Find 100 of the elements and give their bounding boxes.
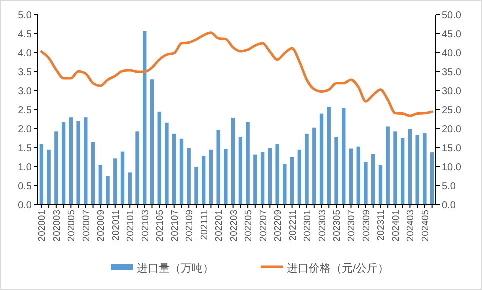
y-tick-label: 4.0 [18,48,32,60]
bar [143,31,147,205]
x-tick-label: 202405 [420,210,432,242]
x-tick-label: 202107 [170,210,181,242]
bar [128,172,132,205]
bar [231,118,236,205]
bar [150,80,154,205]
bar [290,157,294,205]
bar [238,136,243,205]
bar [430,152,434,205]
bar [114,158,118,205]
x-tick-label: 202101 [126,210,137,242]
bar [386,126,390,205]
y2-tick-label: 10.0 [442,162,462,174]
bar [260,152,265,205]
bar [224,149,228,205]
bar [54,132,58,205]
y-tick-label: 2.5 [18,106,32,116]
bar [209,150,214,205]
bar [136,132,140,205]
line-series [40,32,434,118]
y2-tick-label: 40.0 [442,48,462,60]
bar [378,165,383,205]
bar [84,118,88,205]
bar [194,167,198,205]
bar [69,118,74,205]
legend-label: 进口价格（元/公斤） [287,262,390,275]
y-tick-label: 3.0 [18,86,32,98]
x-tick-label: 202301 [302,210,314,242]
bar [276,144,280,205]
x-tick-label: 202307 [346,210,358,242]
x-tick-label: 202103 [140,210,152,242]
y2-tick-label: 15.0 [442,144,462,154]
y2-tick-label: 35.0 [442,68,462,78]
x-tick-label: 202007 [81,210,92,242]
bar [312,128,316,205]
x-tick-label: 202207 [258,210,270,242]
bar [334,137,338,205]
bar [158,112,162,205]
x-tick-label: 202401 [390,210,402,242]
bar [76,121,80,205]
bar [356,146,360,205]
bar [372,154,376,205]
x-tick-label: 202009 [96,210,108,242]
bar [106,176,110,205]
bar [320,114,324,205]
y-tick-label: 3.5 [18,68,32,78]
y-tick-label: 1.0 [18,162,32,174]
bar [120,152,125,205]
y-tick-label: 0.0 [18,200,32,212]
bar [246,122,250,205]
bar [98,165,102,205]
x-tick-label: 202203 [228,210,240,242]
x-tick-label: 202205 [244,210,255,242]
bar [91,142,96,205]
bar [416,135,420,205]
x-tick-label: 202303 [317,210,328,242]
y2-tick-label: 0.0 [442,200,456,212]
bar [408,129,412,205]
y-tick-label: 4.5 [18,30,32,40]
x-tick-label: 202011 [110,210,122,241]
y2-tick-label: 50.0 [442,10,462,22]
x-tick-label: 202209 [273,210,284,242]
bar [216,130,220,205]
x-tick-label: 202003 [52,210,63,242]
y2-tick-label: 30.0 [442,86,462,98]
bar [364,162,368,205]
x-tick-label: 202305 [332,210,343,242]
y2-tick-label: 5.0 [442,182,456,192]
bar [349,148,354,205]
bar [187,148,191,205]
bar [254,154,258,205]
bar [342,108,346,205]
y-tick-label: 1.5 [18,144,32,154]
bar [40,144,44,205]
legend-label: 进口量（万吨） [137,262,214,275]
x-tick-label: 202111 [199,210,210,240]
bar [202,156,206,205]
x-tick-label: 202109 [184,210,196,242]
bar [327,106,331,205]
x-tick-label: 202311 [376,210,388,241]
x-tick-label: 202105 [155,210,166,242]
y-tick-label: 5.0 [18,10,32,22]
x-tick-label: 202211 [288,210,299,241]
bar [172,134,176,205]
x-tick-label: 202005 [66,210,78,242]
bar [423,134,427,205]
bar [305,134,309,205]
y-tick-label: 0.5 [18,182,32,192]
bar [47,150,51,205]
bar [180,138,184,205]
x-tick-label: 202001 [37,210,48,242]
y-tick-label: 2.0 [18,124,32,136]
bar [394,132,398,205]
x-tick-label: 202309 [361,210,372,242]
x-tick-label: 202403 [406,210,417,242]
bar [62,122,66,205]
x-tick-label: 202201 [214,210,226,242]
y2-tick-label: 25.0 [442,106,462,116]
bar [400,138,405,205]
